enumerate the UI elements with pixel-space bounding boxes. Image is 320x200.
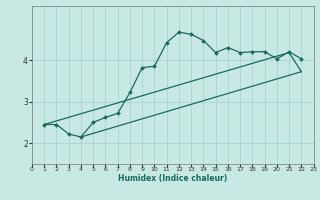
- X-axis label: Humidex (Indice chaleur): Humidex (Indice chaleur): [118, 174, 228, 183]
